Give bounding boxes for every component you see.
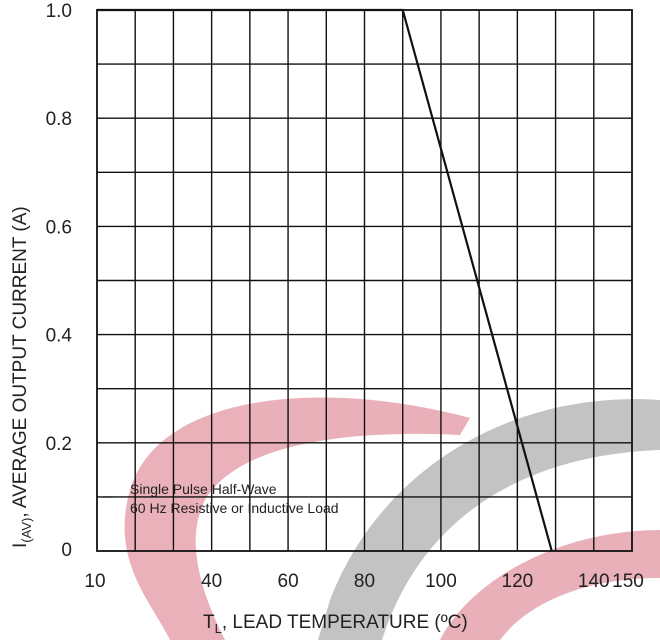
x-tick-label: 140 [578, 571, 610, 592]
watermark-gray-arc [318, 399, 660, 640]
x-tick-label: 120 [502, 571, 534, 592]
legend-line-1: Single Pulse Half-Wave [130, 481, 277, 497]
x-axis-label: TL, LEAD TEMPERATURE (ºC) [203, 612, 468, 636]
legend: Single Pulse Half-Wave 60 Hz Resistive o… [103, 481, 339, 516]
x-tick-label: 10 [84, 571, 105, 592]
watermark [124, 397, 660, 640]
x-tick-label: 100 [425, 571, 457, 592]
grid [97, 10, 632, 551]
y-tick-labels: 0 0.2 0.4 0.6 0.8 1.0 [46, 1, 73, 561]
y-axis-label: I(AV), AVERAGE OUTPUT CURRENT (A) [10, 206, 34, 548]
y-tick-label: 0.8 [46, 109, 72, 130]
y-axis-label-subscript: (AV) [19, 518, 34, 543]
y-tick-label: 0.2 [46, 434, 72, 455]
y-tick-label: 1.0 [46, 1, 72, 22]
x-tick-label: 150 [612, 571, 644, 592]
series-layer [97, 8, 553, 552]
y-axis-label-symbol: I [10, 543, 31, 548]
watermark-red-arc [124, 397, 471, 640]
legend-line-2: 60 Hz Resistive or Inductive Load [130, 500, 339, 516]
y-tick-label: 0 [61, 540, 72, 561]
y-tick-label: 0.4 [46, 326, 73, 347]
x-tick-labels: 10 40 60 80 100 120 140 150 [84, 571, 643, 592]
y-axis-label-text: , AVERAGE OUTPUT CURRENT (A) [10, 206, 31, 517]
derating-curve [97, 8, 553, 552]
x-axis-label-subscript: L [215, 621, 222, 636]
y-tick-label: 0.6 [46, 217, 72, 238]
x-axis-label-text: , LEAD TEMPERATURE (ºC) [222, 612, 468, 633]
watermark-red-arc-lower [440, 530, 660, 640]
x-tick-label: 80 [354, 571, 375, 592]
x-axis-label-symbol: T [203, 612, 215, 633]
x-tick-label: 60 [278, 571, 299, 592]
x-tick-label: 40 [201, 571, 222, 592]
